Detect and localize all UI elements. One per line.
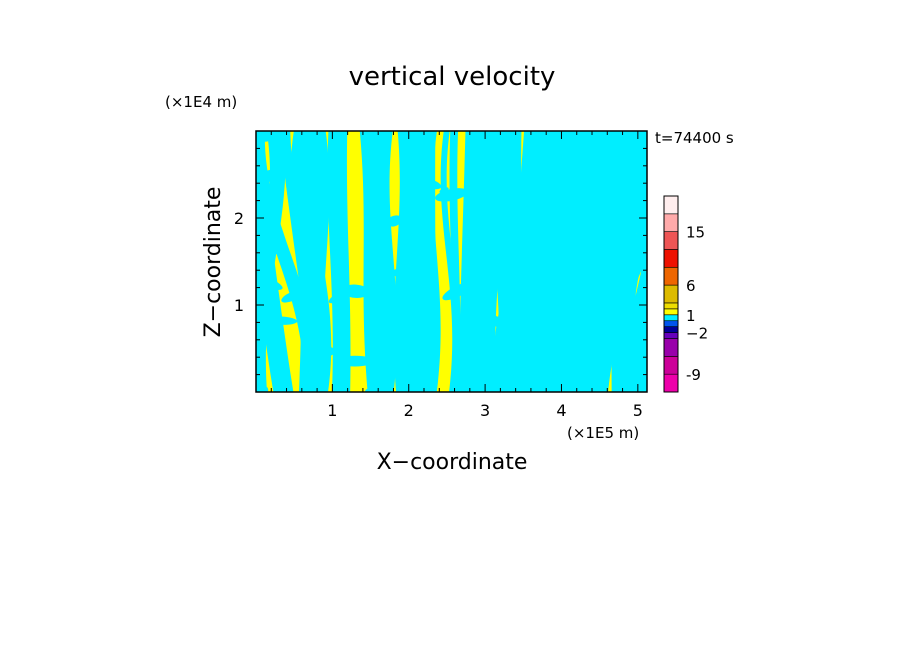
contour-stripe — [327, 131, 348, 392]
contour-blob — [256, 249, 282, 258]
contour-blob — [587, 295, 609, 304]
contour-stripe — [458, 131, 486, 392]
colorbar-tick-label: 1 — [686, 307, 696, 325]
colorbar-segment — [663, 356, 679, 375]
x-tick-label: 4 — [556, 401, 566, 420]
contour-blob — [281, 290, 303, 303]
contour-blob — [256, 168, 287, 184]
y-tick-label: 2 — [234, 209, 244, 228]
colorbar-segment — [663, 284, 679, 304]
x-tick-label: 1 — [327, 401, 337, 420]
colorbar-segment — [663, 320, 679, 327]
contour-blob — [603, 350, 645, 366]
contour-blob — [387, 215, 402, 227]
colorbar-segment — [663, 308, 679, 316]
contour-stripe — [305, 131, 330, 392]
contour-blob — [365, 282, 394, 293]
contour-blob — [512, 381, 552, 392]
contour-stripe — [611, 131, 641, 392]
contour-blob — [401, 256, 413, 264]
contour-blob — [303, 345, 336, 358]
time-label: t=74400 s — [655, 129, 734, 147]
contour-stripe — [648, 121, 733, 402]
colorbar-segment — [663, 373, 679, 393]
y-unit-label: (×1E4 m) — [165, 93, 237, 111]
contour-stripe — [649, 121, 718, 402]
field-contours — [256, 121, 733, 402]
colorbar-segment — [663, 302, 679, 310]
colorbar-frame — [663, 195, 679, 393]
contour-blob — [510, 198, 542, 213]
contour-blob — [328, 287, 355, 304]
colorbar-segment — [663, 326, 679, 333]
colorbar-segment — [663, 314, 679, 322]
contour-stripe — [588, 131, 634, 392]
contour-blob — [586, 338, 603, 349]
colorbar-segment — [663, 338, 679, 357]
contour-blob — [442, 282, 473, 301]
y-axis-ticks: 12 — [234, 147, 647, 376]
contour-blob — [575, 198, 594, 207]
colorbar-tick-label: 6 — [686, 277, 696, 295]
contour-blob — [618, 309, 647, 325]
x-tick-label: 3 — [480, 401, 490, 420]
contour-blob — [412, 176, 442, 190]
colorbar-tick-label: −2 — [686, 325, 708, 343]
contour-stripe — [493, 131, 542, 392]
colorbar-tick-label: -9 — [686, 366, 701, 384]
contour-blob — [474, 376, 493, 383]
colorbar-segment — [663, 231, 679, 250]
colorbar-segment — [663, 195, 679, 215]
contour-blob — [265, 316, 298, 325]
contour-stripe — [631, 319, 647, 392]
contour-blob — [482, 312, 518, 334]
colorbar-segment — [663, 213, 679, 232]
contour-blob — [562, 343, 572, 351]
contour-blob — [457, 327, 473, 340]
chart-title: vertical velocity — [349, 62, 556, 92]
contour-stripe — [379, 131, 398, 392]
y-tick-label: 1 — [234, 296, 244, 315]
x-axis-ticks: 1 2 3 4 5 — [270, 131, 643, 420]
contour-blob — [389, 266, 425, 277]
colorbar-segment — [663, 266, 679, 286]
contour-blob — [574, 359, 608, 372]
contour-blob — [515, 224, 545, 241]
contour-blob — [435, 188, 468, 202]
contour-blob — [483, 247, 521, 259]
colorbar-segment — [663, 249, 679, 268]
x-tick-label: 5 — [633, 401, 643, 420]
x-axis-label: X−coordinate — [377, 450, 528, 475]
contour-stripe — [408, 131, 440, 392]
x-tick-label: 2 — [404, 401, 414, 420]
colorbar: -9 −21 6 15 — [663, 195, 708, 393]
contour-stripe — [639, 342, 647, 392]
contour-stripe — [528, 131, 563, 392]
contour-blob — [313, 181, 326, 190]
contour-stripe — [543, 131, 625, 392]
contour-stripe — [256, 131, 276, 392]
contour-blob — [335, 355, 375, 367]
plot-frame — [255, 130, 648, 393]
x-unit-label: (×1E5 m) — [567, 424, 639, 442]
colorbar-segment — [663, 332, 679, 339]
contour-blob — [300, 167, 311, 176]
contour-blob — [544, 250, 582, 269]
y-axis-label: Z−coordinate — [201, 187, 226, 338]
contour-blob — [545, 206, 568, 222]
contour-blob — [439, 187, 449, 194]
contour-stripe — [639, 131, 647, 282]
contour-stripe — [627, 307, 647, 392]
contour-stripe — [256, 139, 294, 392]
colorbar-tick-label: 15 — [686, 224, 705, 242]
